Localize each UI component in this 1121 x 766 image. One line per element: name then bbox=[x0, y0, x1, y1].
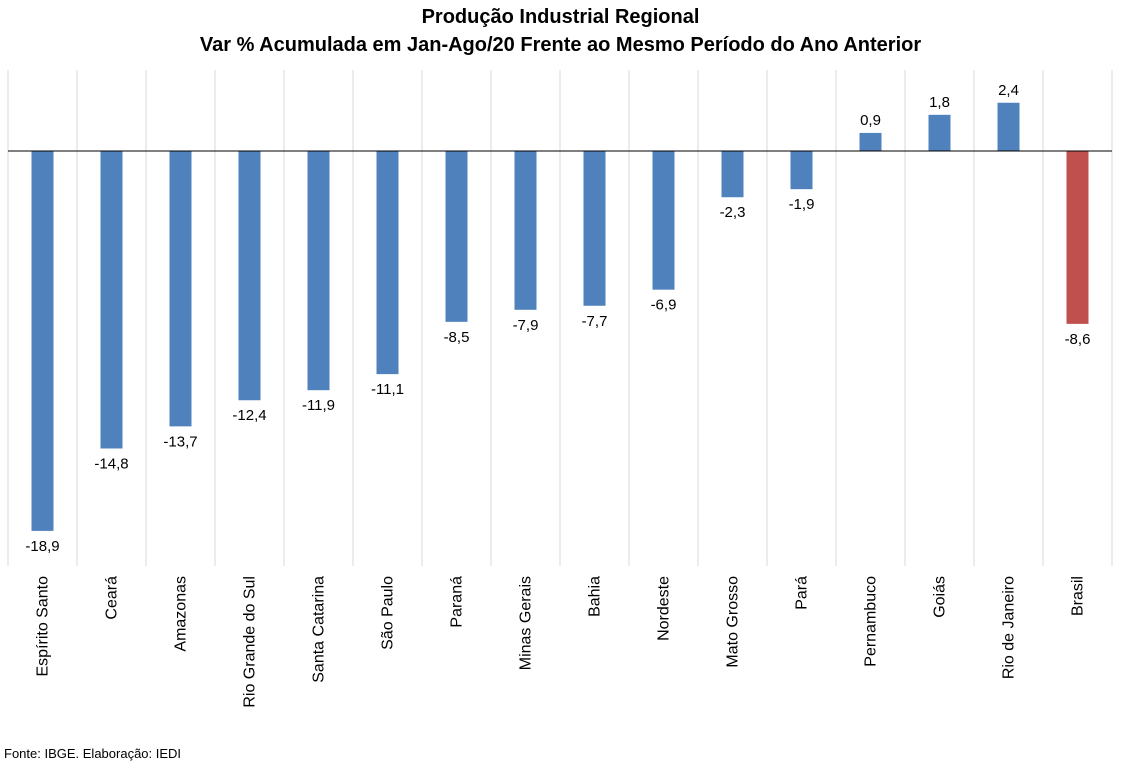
bar-9 bbox=[652, 151, 675, 290]
bar-6 bbox=[445, 151, 468, 322]
bar-3 bbox=[238, 151, 261, 401]
category-label-3: Rio Grande do Sul bbox=[242, 576, 259, 708]
category-label-15: Brasil bbox=[1070, 576, 1087, 616]
category-label-2: Amazonas bbox=[173, 576, 190, 652]
bar-14 bbox=[997, 102, 1020, 151]
data-label-5: -11,1 bbox=[371, 381, 404, 398]
data-label-4: -11,9 bbox=[302, 397, 335, 414]
category-label-1: Ceará bbox=[104, 576, 121, 620]
bar-11 bbox=[790, 151, 813, 190]
source-note: Fonte: IBGE. Elaboração: IEDI bbox=[4, 746, 182, 761]
category-label-5: São Paulo bbox=[380, 576, 397, 650]
data-label-6: -8,5 bbox=[444, 329, 470, 346]
data-label-12: 0,9 bbox=[860, 112, 881, 129]
bar-2 bbox=[169, 151, 192, 427]
category-label-11: Pará bbox=[794, 576, 811, 610]
data-label-9: -6,9 bbox=[651, 297, 677, 314]
data-label-8: -7,7 bbox=[582, 313, 608, 330]
bar-13 bbox=[928, 114, 951, 151]
data-label-2: -13,7 bbox=[163, 433, 197, 450]
category-label-14: Rio de Janeiro bbox=[1001, 576, 1018, 679]
bar-0 bbox=[31, 151, 54, 531]
bar-5 bbox=[376, 151, 399, 375]
chart-subtitle: Var % Acumulada em Jan-Ago/20 Frente ao … bbox=[199, 34, 922, 56]
category-label-7: Minas Gerais bbox=[518, 576, 535, 670]
data-label-10: -2,3 bbox=[720, 204, 746, 221]
category-label-13: Goiás bbox=[932, 576, 949, 618]
category-label-6: Paraná bbox=[449, 576, 466, 628]
bar-12 bbox=[859, 132, 882, 151]
data-label-3: -12,4 bbox=[232, 407, 266, 424]
bar-8 bbox=[583, 151, 606, 306]
category-label-9: Nordeste bbox=[656, 576, 673, 641]
data-label-1: -14,8 bbox=[94, 455, 128, 472]
bar-15 bbox=[1066, 151, 1089, 324]
data-label-7: -7,9 bbox=[513, 317, 539, 334]
category-label-0: Espírito Santo bbox=[35, 576, 52, 677]
chart-title: Produção Industrial Regional bbox=[421, 6, 700, 28]
data-label-0: -18,9 bbox=[25, 538, 59, 555]
data-label-14: 2,4 bbox=[998, 82, 1019, 99]
category-label-10: Mato Grosso bbox=[725, 576, 742, 668]
category-label-12: Pernambuco bbox=[863, 576, 880, 667]
category-label-8: Bahia bbox=[587, 576, 604, 617]
bar-4 bbox=[307, 151, 330, 391]
data-label-15: -8,6 bbox=[1065, 331, 1091, 348]
category-label-4: Santa Catarina bbox=[311, 576, 328, 683]
bar-1 bbox=[100, 151, 123, 449]
data-label-13: 1,8 bbox=[929, 94, 950, 111]
bar-7 bbox=[514, 151, 537, 310]
data-label-11: -1,9 bbox=[789, 196, 815, 213]
bar-10 bbox=[721, 151, 744, 198]
